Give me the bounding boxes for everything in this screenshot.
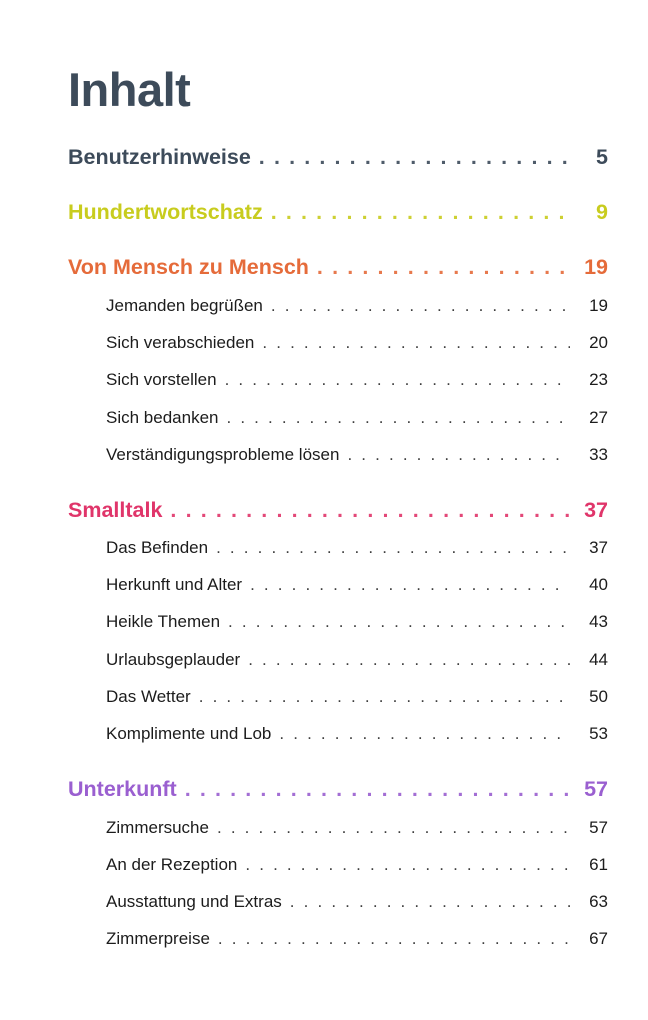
toc-section-entry[interactable]: Von Mensch zu Mensch . . . . . . . . . . … [68,252,608,282]
toc-subentry[interactable]: Verständigungsprobleme lösen . . . . . . … [106,442,608,468]
leader-dots: . . . . . . . . . . . . . . . . . . . . … [228,612,570,631]
subentry-title: An der Rezeption [106,855,238,874]
subentry-title: Komplimente und Lob [106,724,272,743]
toc-subentry[interactable]: Komplimente und Lob . . . . . . . . . . .… [106,721,608,747]
subentry-title: Heikle Themen [106,612,221,631]
section-page-number: 37 [584,498,608,522]
toc-subentry[interactable]: Zimmerpreise . . . . . . . . . . . . . . … [106,926,608,952]
leader-dots: . . . . . . . . . . . . . . . . . . . . … [258,145,570,169]
subentry-page-number: 23 [589,370,608,389]
section-page-number: 19 [584,255,608,279]
section-page-number: 9 [596,200,608,224]
toc-section-entry[interactable]: Unterkunft . . . . . . . . . . . . . . . … [68,774,608,804]
subentry-title: Ausstattung und Extras [106,892,282,911]
toc-subentry[interactable]: Heikle Themen . . . . . . . . . . . . . .… [106,609,608,635]
leader-dots: . . . . . . . . . . . . . . . . . . . . … [250,575,570,594]
subentry-title: Zimmersuche [106,818,209,837]
subentry-page-number: 61 [589,855,608,874]
leader-dots: . . . . . . . . . . . . . . . . . . . . … [248,650,570,669]
toc-subentry[interactable]: An der Rezeption . . . . . . . . . . . . … [106,852,608,878]
page-title: Inhalt [68,63,191,116]
subentry-page-number: 67 [589,929,608,948]
subentry-title: Sich bedanken [106,408,219,427]
toc-subentry[interactable]: Ausstattung und Extras . . . . . . . . . … [106,889,608,915]
subentry-page-number: 63 [589,892,608,911]
subentry-page-number: 33 [589,445,608,464]
subentry-page-number: 50 [589,687,608,706]
toc-subentry[interactable]: Sich verabschieden . . . . . . . . . . . … [106,330,608,356]
subentry-title: Urlaubsgeplauder [106,650,241,669]
leader-dots: . . . . . . . . . . . . . . . . . . . . … [216,818,570,837]
subentry-page-number: 37 [589,538,608,557]
section-title: Smalltalk [68,498,163,522]
subentry-page-number: 19 [589,296,608,315]
toc-section-entry[interactable]: Hundertwortschatz . . . . . . . . . . . .… [68,197,608,227]
toc-subentry[interactable]: Das Befinden . . . . . . . . . . . . . . … [106,535,608,561]
toc-section-entry[interactable]: Benutzerhinweise . . . . . . . . . . . . … [68,142,608,172]
section-title: Unterkunft [68,777,177,801]
leader-dots: . . . . . . . . . . . . . . . . . . . . … [289,892,570,911]
subentry-title: Jemanden begrüßen [106,296,263,315]
leader-dots: . . . . . . . . . . . . . . . . . . . . … [347,445,570,464]
subentry-title: Zimmerpreise [106,929,210,948]
leader-dots: . . . . . . . . . . . . . . . . . . . . … [226,408,570,427]
toc-subentry[interactable]: Sich vorstellen . . . . . . . . . . . . .… [106,367,608,393]
toc-subentry[interactable]: Sich bedanken . . . . . . . . . . . . . .… [106,405,608,431]
section-page-number: 5 [596,145,608,169]
subentry-title: Das Befinden [106,538,209,557]
subentry-page-number: 43 [589,612,608,631]
leader-dots: . . . . . . . . . . . . . . . . . . . . … [279,724,570,743]
toc-subentry[interactable]: Jemanden begrüßen . . . . . . . . . . . .… [106,293,608,319]
leader-dots: . . . . . . . . . . . . . . . . . . . . … [198,687,570,706]
leader-dots: . . . . . . . . . . . . . . . . . . . . … [262,333,570,352]
subentry-page-number: 53 [589,724,608,743]
subentry-page-number: 20 [589,333,608,352]
toc-section-entry[interactable]: Smalltalk . . . . . . . . . . . . . . . .… [68,495,608,525]
toc-subentry[interactable]: Urlaubsgeplauder . . . . . . . . . . . . … [106,647,608,673]
toc-subentry[interactable]: Zimmersuche . . . . . . . . . . . . . . .… [106,815,608,841]
section-title: Hundertwortschatz [68,200,263,224]
leader-dots: . . . . . . . . . . . . . . . . . . . . … [316,255,570,279]
section-page-number: 57 [584,777,608,801]
section-title: Benutzerhinweise [68,145,251,169]
subentry-title: Sich verabschieden [106,333,255,352]
leader-dots: . . . . . . . . . . . . . . . . . . . . … [270,296,570,315]
subentry-page-number: 57 [589,818,608,837]
subentry-title: Das Wetter [106,687,191,706]
leader-dots: . . . . . . . . . . . . . . . . . . . . … [217,929,570,948]
subentry-page-number: 44 [589,650,608,669]
subentry-title: Herkunft und Alter [106,575,243,594]
subentry-title: Sich vorstellen [106,370,217,389]
toc-subentry[interactable]: Das Wetter . . . . . . . . . . . . . . . … [106,684,608,710]
leader-dots: . . . . . . . . . . . . . . . . . . . . … [245,855,570,874]
leader-dots: . . . . . . . . . . . . . . . . . . . . … [224,370,570,389]
toc-subentry[interactable]: Herkunft und Alter . . . . . . . . . . . … [106,572,608,598]
leader-dots: . . . . . . . . . . . . . . . . . . . . … [216,538,570,557]
subentry-page-number: 27 [589,408,608,427]
subentry-title: Verständigungsprobleme lösen [106,445,340,464]
subentry-page-number: 40 [589,575,608,594]
section-title: Von Mensch zu Mensch [68,255,309,279]
leader-dots: . . . . . . . . . . . . . . . . . . . . … [270,200,570,224]
leader-dots: . . . . . . . . . . . . . . . . . . . . … [184,777,570,801]
leader-dots: . . . . . . . . . . . . . . . . . . . . … [170,498,570,522]
